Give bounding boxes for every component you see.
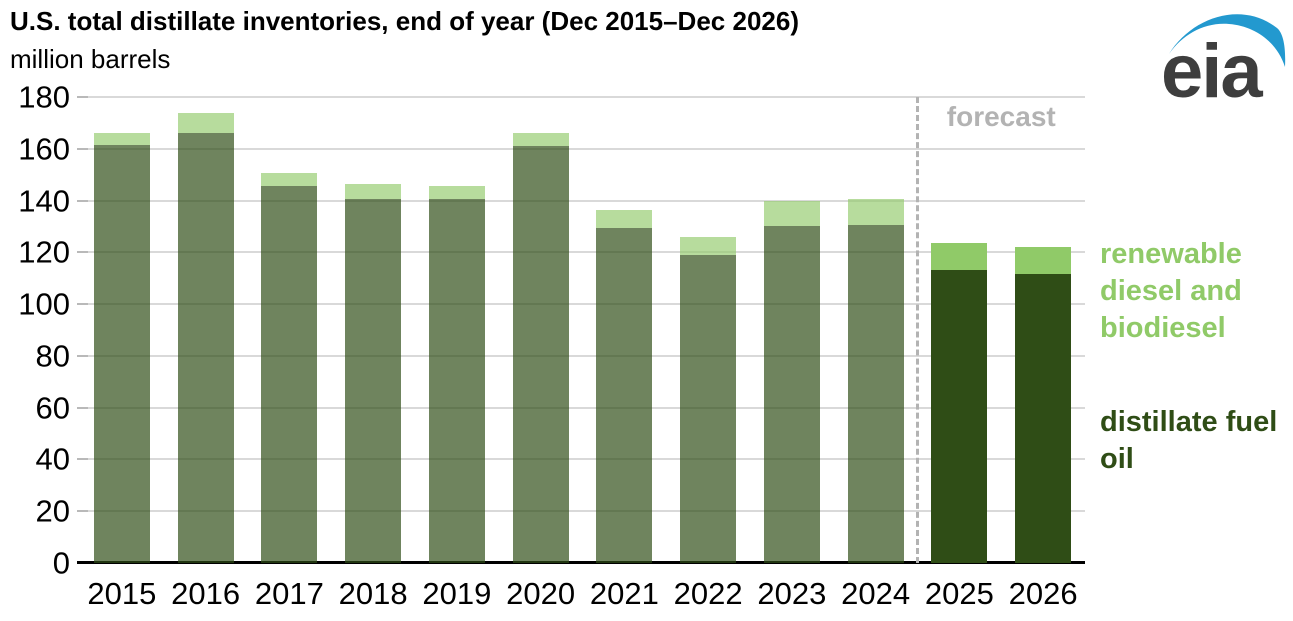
bar-2022 (680, 236, 737, 563)
bar-segment-distillate-fuel-oil (428, 199, 485, 563)
y-tick-label: 180 (18, 79, 70, 115)
bar-2018 (345, 183, 402, 563)
gridline (77, 199, 1085, 202)
gridline (77, 510, 1085, 513)
y-tick-mark (77, 303, 88, 306)
bar-segment-renewable-diesel-and-biodiesel (512, 133, 569, 147)
bar-2024 (847, 199, 904, 563)
bar-2023 (763, 200, 820, 563)
bar-segment-renewable-diesel-and-biodiesel (345, 183, 402, 200)
bar-segment-renewable-diesel-and-biodiesel (680, 236, 737, 255)
bar-segment-distillate-fuel-oil (1015, 274, 1072, 563)
y-tick-mark (77, 199, 88, 202)
bar-segment-renewable-diesel-and-biodiesel (177, 112, 234, 134)
logo-swoosh-icon (1169, 14, 1286, 67)
bar-2021 (596, 209, 653, 563)
bar-segment-renewable-diesel-and-biodiesel (261, 173, 318, 187)
x-tick-label: 2023 (757, 576, 827, 611)
x-axis-line (77, 561, 1085, 564)
y-tick-mark (77, 147, 88, 150)
page-title: U.S. total distillate inventories, end o… (10, 6, 799, 36)
x-tick-label: 2021 (589, 576, 659, 611)
y-tick-mark (77, 458, 88, 461)
y-tick-label: 20 (35, 493, 70, 529)
x-tick-label: 2022 (673, 576, 743, 611)
x-tick-label: 2026 (1008, 576, 1078, 611)
y-tick-label: 60 (35, 390, 70, 426)
y-tick-label: 120 (18, 234, 70, 270)
bar-2015 (93, 133, 150, 563)
bar-segment-distillate-fuel-oil (261, 186, 318, 563)
bar-segment-renewable-diesel-and-biodiesel (1015, 247, 1072, 275)
x-tick-label: 2019 (422, 576, 492, 611)
bar-2017 (261, 173, 318, 563)
bar-2019 (428, 186, 485, 563)
bar-segment-distillate-fuel-oil (345, 199, 402, 563)
bar-segment-distillate-fuel-oil (596, 227, 653, 563)
bar-segment-distillate-fuel-oil (93, 144, 150, 563)
y-tick-label: 100 (18, 286, 70, 322)
bar-segment-renewable-diesel-and-biodiesel (596, 209, 653, 228)
bar-2026 (1015, 247, 1072, 563)
gridline (77, 406, 1085, 409)
y-tick-mark (77, 354, 88, 357)
y-axis-labels: 0 20 40 60 80 100 120 140 160 180 (0, 82, 70, 579)
gridline (77, 96, 1085, 98)
bar-segment-renewable-diesel-and-biodiesel (93, 133, 150, 145)
x-tick-label: 2020 (506, 576, 576, 611)
x-tick-label: 2024 (841, 576, 911, 611)
plot-area: forecast (77, 96, 1085, 564)
x-axis-labels: 2015 2016 2017 2018 2019 2020 2021 2022 2023 2024… (80, 576, 1085, 616)
logo-text: eia (1161, 29, 1263, 100)
bar-2016 (177, 112, 234, 563)
x-tick-label: 2015 (87, 576, 157, 611)
bar-segment-distillate-fuel-oil (680, 254, 737, 563)
gridline (77, 354, 1085, 357)
bar-segment-distillate-fuel-oil (931, 270, 988, 563)
gridline (77, 147, 1085, 150)
y-tick-mark (77, 251, 88, 254)
y-tick-label: 140 (18, 183, 70, 219)
bar-segment-distillate-fuel-oil (847, 225, 904, 563)
legend-distillate-label: distillate fuel oil (1100, 406, 1278, 475)
y-tick-mark (77, 510, 88, 513)
bar-segment-distillate-fuel-oil (512, 146, 569, 563)
x-tick-label: 2025 (924, 576, 994, 611)
bar-2025 (931, 243, 988, 563)
gridline (77, 303, 1085, 306)
gridline (77, 251, 1085, 254)
y-tick-label: 160 (18, 131, 70, 167)
forecast-divider (915, 97, 919, 563)
x-tick-label: 2017 (254, 576, 324, 611)
bar-segment-renewable-diesel-and-biodiesel (847, 199, 904, 226)
forecast-label: forecast (946, 101, 1056, 132)
y-tick-mark (77, 96, 88, 98)
chart-unit-label: million barrels (10, 44, 171, 74)
bar-segment-renewable-diesel-and-biodiesel (428, 186, 485, 200)
x-tick-label: 2018 (338, 576, 408, 611)
gridline (77, 458, 1085, 461)
y-tick-mark (77, 406, 88, 409)
y-tick-label: 40 (35, 441, 70, 477)
bar-segment-distillate-fuel-oil (177, 133, 234, 563)
eia-logo: eia (1161, 14, 1286, 100)
y-tick-label: 80 (35, 338, 70, 374)
x-tick-label: 2016 (171, 576, 241, 611)
bar-2020 (512, 133, 569, 563)
legend-renewable-label: renewable diesel and biodiesel (1100, 238, 1242, 344)
y-tick-label: 0 (52, 545, 70, 581)
bar-segment-renewable-diesel-and-biodiesel (931, 243, 988, 271)
bar-segment-renewable-diesel-and-biodiesel (763, 200, 820, 227)
bar-segment-distillate-fuel-oil (763, 226, 820, 563)
